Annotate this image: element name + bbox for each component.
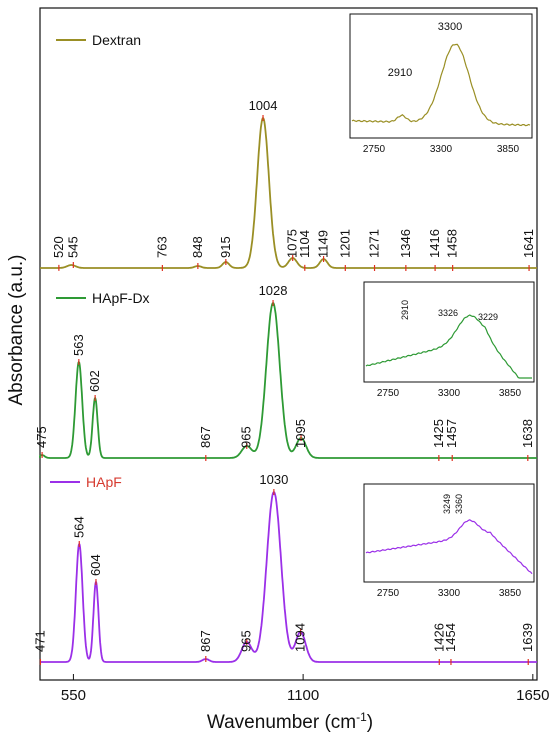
inset-tick-label: 3300 <box>438 388 461 399</box>
peak-label: 1416 <box>427 229 442 258</box>
x-tick-label: 1100 <box>287 687 319 704</box>
inset-peak-label: 3300 <box>438 21 462 33</box>
peak-label: 1271 <box>367 229 382 258</box>
inset-tick-label: 3300 <box>430 144 453 155</box>
inset-spectrum <box>365 519 533 575</box>
peak-label: 867 <box>198 630 213 652</box>
peak-label: 915 <box>218 236 233 258</box>
peak-label: 1030 <box>259 472 288 487</box>
peak-label: 848 <box>190 236 205 258</box>
peak-label: 1641 <box>521 229 536 258</box>
x-tick-label: 550 <box>61 687 86 704</box>
inset-tick-label: 2750 <box>363 144 386 155</box>
inset-tick-label: 3850 <box>499 388 522 399</box>
peak-label: 1425 <box>431 419 446 448</box>
spectrum-line <box>39 301 537 459</box>
inset-frame <box>363 483 535 583</box>
peak-label: 602 <box>87 370 102 392</box>
peak-label: 1458 <box>445 229 460 258</box>
peak-label: 965 <box>239 630 254 652</box>
inset-peak-label: 3249 <box>442 494 452 514</box>
inset-peak-label: 2910 <box>400 300 410 320</box>
peak-label: 965 <box>239 426 254 448</box>
peak-label: 563 <box>71 334 86 356</box>
peak-label: 1149 <box>316 230 331 258</box>
peak-label: 475 <box>34 426 49 448</box>
inset-peak-label: 3360 <box>454 494 464 514</box>
peak-label: 1638 <box>520 419 535 448</box>
peak-label: 1457 <box>444 419 459 448</box>
inset-1: 2750 3300 3850 2910 3326 3229 <box>363 281 535 399</box>
peak-label: 1639 <box>520 623 535 652</box>
x-axis: 550 1100 1650 <box>61 674 550 704</box>
inset-tick-label: 3850 <box>497 144 520 155</box>
inset-peak-label: 3326 <box>438 308 458 318</box>
legend-label: HApF-Dx <box>92 290 150 306</box>
peak-label: 1104 <box>297 230 312 258</box>
peak-label: 545 <box>65 236 80 258</box>
legend-label: HApF <box>86 474 122 490</box>
inset-frame <box>363 281 535 383</box>
legend-label: Dextran <box>92 32 141 48</box>
peak-label: 1426 <box>431 623 446 652</box>
peak-label: 763 <box>154 236 169 258</box>
y-axis-label: Absorbance (a.u.) <box>6 254 27 405</box>
peak-label: 1028 <box>259 283 288 298</box>
peak-label: 1201 <box>337 229 352 258</box>
inset-peak-label: 3229 <box>478 312 498 322</box>
inset-0: 2750 3300 3850 2910 3300 <box>349 13 533 155</box>
inset-layer: 2750 3300 3850 2910 3300 2750 3300 3850 2910 3326… <box>349 13 535 599</box>
peak-label: 1454 <box>443 623 458 652</box>
spectrum-line <box>40 490 537 663</box>
inset-tick-label: 2750 <box>377 388 400 399</box>
peak-label: 1075 <box>285 229 300 258</box>
x-tick-label: 1650 <box>516 687 549 704</box>
plot-frame <box>39 7 538 681</box>
inset-tick-label: 3850 <box>499 588 522 599</box>
inset-spectrum <box>365 314 532 379</box>
inset-2: 2750 3300 3850 3249 3360 <box>363 483 535 599</box>
peak-label: 1095 <box>293 419 308 448</box>
peak-label: 1094 <box>293 623 308 652</box>
peak-label: 867 <box>198 426 213 448</box>
peak-label: 1004 <box>249 98 278 113</box>
peak-label: 1346 <box>398 229 413 258</box>
inset-tick-label: 2750 <box>377 588 400 599</box>
peak-label: 564 <box>71 516 86 538</box>
inset-tick-label: 3300 <box>438 588 461 599</box>
peak-label: 604 <box>88 554 103 576</box>
x-axis-label: Wavenumber (cm-1) <box>207 710 373 733</box>
spectrum-line <box>40 116 537 269</box>
inset-peak-label: 2910 <box>388 67 412 79</box>
peak-label: 520 <box>51 236 66 258</box>
inset-spectrum <box>351 43 531 127</box>
peak-label: 471 <box>32 630 47 652</box>
